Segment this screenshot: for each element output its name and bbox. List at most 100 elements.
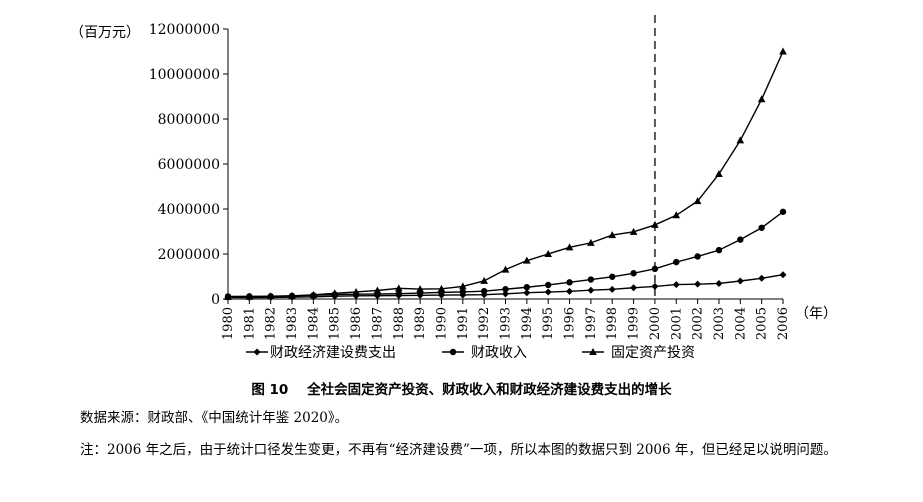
data-point-triangle: [501, 265, 510, 273]
data-point-diamond: [502, 290, 509, 298]
y-tick-label: 12000000: [149, 22, 220, 38]
data-point-diamond: [608, 285, 616, 293]
x-tick-label: 1981: [242, 307, 257, 340]
x-tick-label: 1984: [306, 307, 321, 340]
data-point-triangle: [565, 243, 574, 251]
data-point-triangle: [437, 284, 446, 292]
legend-marker-circle: [449, 348, 457, 356]
data-point-triangle: [779, 47, 787, 55]
data-point-circle: [737, 236, 744, 243]
data-point-triangle: [224, 292, 232, 300]
data-point-circle: [651, 265, 659, 273]
data-point-circle: [544, 281, 552, 289]
data-point-triangle: [330, 289, 339, 297]
data-point-triangle: [693, 197, 702, 205]
data-point-diamond: [779, 271, 787, 279]
x-tick-label: 2006: [776, 307, 791, 340]
legend-label: 财政收入: [471, 345, 527, 361]
data-point-triangle: [480, 276, 488, 284]
y-tick-label: 8000000: [158, 112, 220, 128]
data-point-diamond: [587, 286, 595, 294]
x-tick-label: 1987: [370, 307, 385, 340]
y-tick-label: 10000000: [149, 67, 220, 83]
data-point-triangle: [608, 231, 617, 239]
x-tick-label: 1983: [285, 307, 300, 340]
data-point-triangle: [394, 284, 403, 292]
x-tick-label: 2002: [691, 307, 706, 340]
data-point-triangle: [544, 249, 552, 257]
data-point-circle: [630, 270, 637, 277]
data-point-circle: [480, 287, 488, 295]
figure-number: 图 10: [251, 382, 289, 398]
legend-label: 固定资产投资: [611, 345, 695, 361]
data-point-triangle: [651, 220, 659, 228]
data-point-circle: [609, 273, 616, 280]
y-tick-label: 6000000: [158, 157, 220, 173]
data-point-circle: [715, 246, 723, 254]
data-point-diamond: [694, 280, 702, 288]
data-point-triangle: [288, 291, 296, 299]
data-point-circle: [779, 208, 787, 215]
data-point-triangle: [459, 282, 467, 290]
data-point-triangle: [757, 95, 766, 103]
x-tick-label: 1999: [627, 307, 642, 340]
data-point-triangle: [373, 286, 382, 294]
data-point-circle: [395, 290, 402, 297]
legend-marker-triangle: [589, 348, 597, 355]
data-point-triangle: [266, 292, 275, 300]
data-point-circle: [694, 253, 701, 260]
y-tick-label: 2000000: [158, 247, 220, 263]
data-point-diamond: [566, 287, 574, 295]
x-tick-label: 2004: [733, 307, 748, 340]
data-point-triangle: [245, 292, 254, 300]
data-point-circle: [587, 276, 595, 283]
data-point-circle: [523, 284, 531, 291]
series-line-triangle: [227, 51, 784, 298]
x-tick-label: 1985: [328, 307, 343, 340]
data-point-circle: [673, 258, 680, 266]
x-tick-label: 1992: [477, 307, 492, 340]
data-point-diamond: [736, 277, 744, 285]
data-point-diamond: [715, 279, 723, 287]
y-tick-label: 4000000: [158, 202, 220, 218]
data-point-circle: [502, 286, 509, 293]
x-tick-label: 1998: [605, 307, 620, 340]
y-axis-unit-label: （百万元）: [70, 25, 140, 41]
data-point-diamond: [630, 284, 638, 292]
x-tick-label: 1980: [221, 307, 236, 340]
data-point-circle: [459, 288, 467, 296]
y-tick-label: 0: [211, 292, 220, 308]
legend-marker-diamond: [253, 348, 261, 356]
x-tick-label: 1988: [392, 307, 407, 340]
legend-label: 财政经济建设费支出: [270, 345, 396, 361]
x-tick-label: 1995: [541, 307, 556, 340]
x-tick-label: 1993: [499, 307, 514, 340]
x-tick-label: 1996: [563, 307, 578, 340]
data-point-triangle: [629, 227, 638, 235]
data-point-triangle: [523, 256, 531, 264]
x-tick-label: 1997: [584, 307, 599, 340]
data-point-triangle: [736, 136, 745, 144]
x-tick-label: 2001: [669, 307, 684, 340]
data-point-diamond: [672, 281, 680, 289]
x-tick-label: 1994: [520, 307, 535, 340]
x-tick-label: 1986: [349, 307, 364, 340]
data-point-triangle: [587, 238, 595, 246]
x-tick-label: 2003: [712, 307, 727, 340]
x-tick-label: 1990: [434, 307, 449, 340]
note-text: 注：2006 年之后，由于统计口径发生变更，不再有“经济建设费”一项，所以本图的…: [80, 442, 837, 458]
x-tick-label: 2005: [755, 307, 770, 340]
data-point-diamond: [544, 288, 552, 296]
data-point-diamond: [758, 274, 766, 282]
x-tick-label: 1991: [456, 307, 471, 340]
data-source-text: 数据来源：财政部、《中国统计年鉴 2020》。: [80, 410, 349, 426]
x-axis-unit-label: （年）: [795, 306, 837, 322]
data-point-triangle: [416, 285, 424, 293]
x-tick-label: 2000: [648, 307, 663, 340]
data-point-triangle: [309, 290, 318, 298]
data-point-circle: [566, 279, 573, 286]
data-point-diamond: [523, 289, 531, 297]
data-point-triangle: [715, 169, 723, 177]
data-point-triangle: [672, 211, 681, 219]
data-point-diamond: [651, 282, 659, 290]
